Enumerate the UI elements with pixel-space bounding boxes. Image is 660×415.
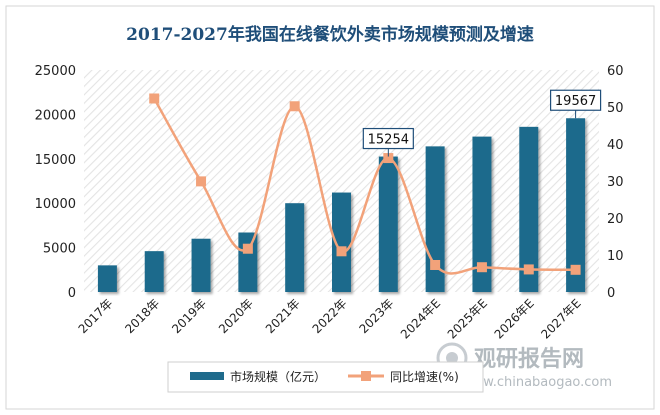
left-axis-ticks: 0 5000 10000 15000 20000 25000: [35, 64, 76, 301]
bar-2021年: [285, 203, 305, 292]
right-tick-label: 40: [607, 138, 624, 153]
chart-title: 2017-2027年我国在线餐饮外卖市场规模预测及增速: [126, 24, 534, 45]
left-tick-label: 0: [68, 286, 76, 301]
callout-label: 19567: [555, 94, 596, 109]
line-series: [149, 93, 581, 275]
legend-bar-label: 市场规模（亿元）: [230, 369, 326, 384]
growth-point-2022年: [336, 246, 347, 257]
callout-label: 15254: [368, 133, 409, 148]
right-tick-label: 20: [607, 212, 624, 227]
growth-point-2023年: [383, 153, 394, 164]
right-tick-label: 30: [607, 175, 624, 190]
left-tick-label: 20000: [35, 108, 76, 123]
growth-point-2021年: [289, 101, 300, 112]
growth-point-2024年E: [430, 259, 441, 270]
right-tick-label: 0: [607, 286, 615, 301]
growth-point-2025年E: [476, 262, 487, 273]
bar-2017年: [97, 265, 117, 292]
right-tick-label: 50: [607, 101, 624, 116]
callout-box: [549, 89, 602, 111]
bar-2023年: [378, 156, 398, 292]
legend-line-label: 同比增速(%): [390, 370, 459, 384]
watermark-logo: 观研报告网 www.chinabaogao.com: [432, 342, 612, 390]
callout-box: [362, 127, 414, 150]
left-tick-label: 5000: [43, 242, 76, 257]
growth-point-2027年E: [570, 264, 581, 275]
bar-2025年E: [472, 136, 492, 292]
chart-legend: 市场规模（亿元） 同比增速(%): [167, 361, 484, 393]
bar-2018年: [144, 251, 164, 292]
bar-2022年: [332, 192, 351, 292]
watermark-text-cn: 观研报告网: [474, 347, 584, 372]
growth-point-2020年: [242, 243, 253, 254]
right-tick-label: 10: [607, 249, 624, 264]
watermark-text-en: www.chinabaogao.com: [462, 375, 612, 390]
left-tick-label: 25000: [35, 64, 76, 79]
growth-point-2026年E: [523, 264, 534, 275]
bar-2019年: [191, 238, 211, 292]
bar-series: [97, 118, 586, 292]
value-callouts: 15254 19567: [362, 89, 602, 157]
left-tick-label: 10000: [35, 197, 76, 212]
right-tick-label: 60: [607, 64, 624, 79]
right-axis-ticks: 0 10 20 30 40 50 60: [607, 64, 624, 301]
growth-point-2019年: [196, 176, 207, 187]
bar-2027年E: [566, 118, 586, 292]
legend-line-marker: [361, 371, 371, 381]
bar-2026年E: [519, 126, 539, 292]
growth-point-2018年: [149, 93, 160, 104]
bar-2020年: [238, 232, 258, 292]
legend-bar-swatch: [190, 372, 224, 380]
left-tick-label: 15000: [35, 153, 76, 168]
